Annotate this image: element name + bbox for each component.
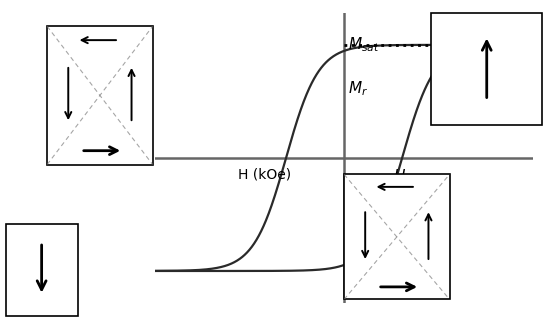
- Text: $H_c$: $H_c$: [392, 167, 412, 186]
- Text: H (kOe): H (kOe): [238, 167, 291, 182]
- Text: $M_r$: $M_r$: [349, 80, 369, 98]
- Text: $M_{sat}$: $M_{sat}$: [349, 36, 380, 54]
- Text: M (emu/g): M (emu/g): [350, 282, 421, 296]
